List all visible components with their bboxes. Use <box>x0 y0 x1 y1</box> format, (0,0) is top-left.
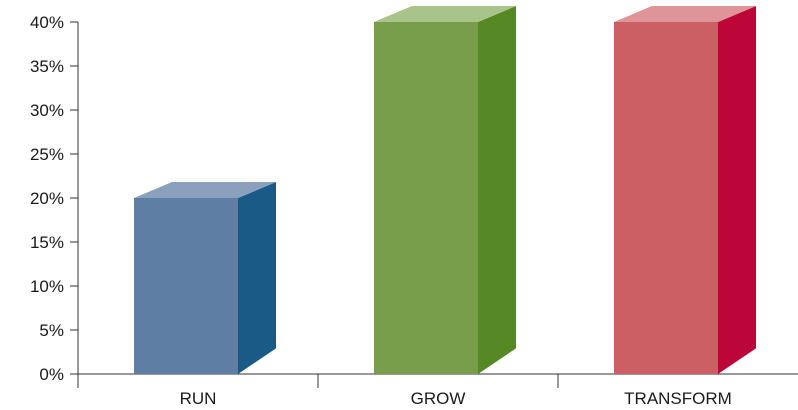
bar-top <box>134 182 276 198</box>
bars <box>134 6 756 374</box>
y-tick-label: 10% <box>30 277 64 296</box>
y-tick-label: 5% <box>39 321 64 340</box>
y-tick-label: 15% <box>30 233 64 252</box>
bar-transform <box>614 6 756 374</box>
bar-run <box>134 182 276 374</box>
y-tick-label: 30% <box>30 101 64 120</box>
bar-front <box>374 22 478 374</box>
bar-front <box>614 22 718 374</box>
y-tick-label: 35% <box>30 57 64 76</box>
x-category-label: TRANSFORM <box>624 389 732 408</box>
y-axis: 0% 5% 10% 15% 20% 25% 30% 35% 40% <box>30 13 79 384</box>
bar-side <box>718 6 756 374</box>
bar-top <box>614 6 756 22</box>
bar-front <box>134 198 238 374</box>
bar-side <box>238 182 276 374</box>
x-category-label: GROW <box>411 389 466 408</box>
y-tick-label: 40% <box>30 13 64 32</box>
x-category-label: RUN <box>180 389 217 408</box>
y-tick-label: 25% <box>30 145 64 164</box>
y-tick-label: 0% <box>39 365 64 384</box>
y-tick-label: 20% <box>30 189 64 208</box>
bar-grow <box>374 6 516 374</box>
bar-side <box>478 6 516 374</box>
x-axis: RUN GROW TRANSFORM <box>77 373 798 408</box>
bar-top <box>374 6 516 22</box>
